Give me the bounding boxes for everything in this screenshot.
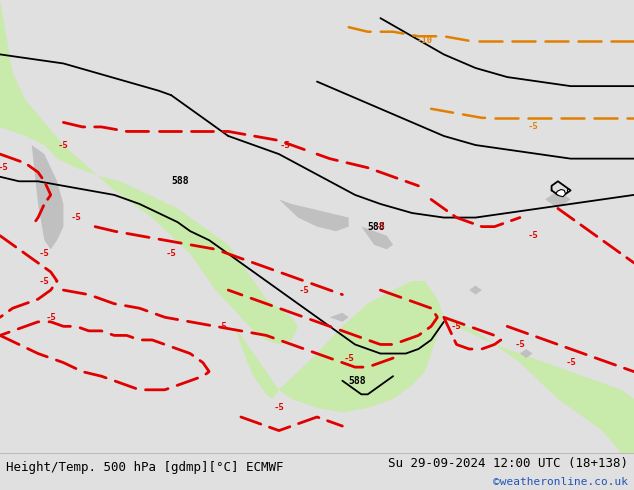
Text: -5: -5 [46, 313, 56, 322]
Polygon shape [0, 0, 298, 344]
Text: ©weatheronline.co.uk: ©weatheronline.co.uk [493, 477, 628, 487]
Text: 588: 588 [349, 376, 366, 386]
Text: -5: -5 [527, 122, 538, 131]
Polygon shape [235, 326, 279, 399]
Text: -5: -5 [58, 141, 68, 149]
Text: -5: -5 [344, 354, 354, 363]
Polygon shape [556, 190, 566, 196]
Text: -5: -5 [527, 231, 538, 240]
Text: -5: -5 [451, 322, 462, 331]
Text: -5: -5 [0, 163, 8, 172]
Polygon shape [361, 226, 393, 249]
Text: -5: -5 [280, 141, 290, 149]
Polygon shape [32, 145, 63, 249]
Text: 588: 588 [171, 176, 189, 186]
Text: -5: -5 [39, 249, 49, 258]
Text: Su 29-09-2024 12:00 UTC (18+138): Su 29-09-2024 12:00 UTC (18+138) [387, 457, 628, 470]
Polygon shape [279, 281, 444, 413]
Text: 588: 588 [368, 221, 385, 232]
Text: -5: -5 [166, 249, 176, 258]
Text: -5: -5 [299, 286, 309, 294]
Text: -5: -5 [375, 222, 385, 231]
Text: Height/Temp. 500 hPa [gdmp][°C] ECMWF: Height/Temp. 500 hPa [gdmp][°C] ECMWF [6, 462, 284, 474]
Text: -5: -5 [515, 340, 525, 349]
Text: -5: -5 [566, 358, 576, 367]
Polygon shape [279, 199, 349, 231]
Text: -5: -5 [217, 322, 227, 331]
Polygon shape [330, 313, 349, 322]
Text: -5: -5 [39, 276, 49, 286]
Text: -10: -10 [417, 36, 433, 45]
Polygon shape [567, 190, 569, 191]
Text: -5: -5 [274, 403, 284, 413]
Polygon shape [444, 318, 634, 453]
Polygon shape [520, 349, 533, 358]
Polygon shape [545, 191, 571, 209]
Text: -5: -5 [71, 213, 81, 222]
Polygon shape [469, 286, 482, 294]
